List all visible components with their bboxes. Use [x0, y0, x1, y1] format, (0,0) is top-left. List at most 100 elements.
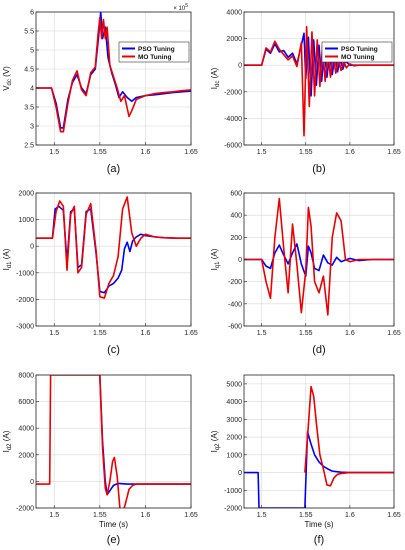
y-tick-label: 5 — [30, 48, 34, 55]
y-tick-label: 600 — [230, 191, 242, 198]
y-tick-label: 4 — [30, 86, 34, 93]
x-tick-label: 1.65 — [184, 330, 198, 337]
y-tick-label: 2000 — [18, 452, 34, 459]
y-axis-label: Vdc (V) — [2, 66, 13, 91]
y-tick-label: 200 — [230, 235, 242, 242]
x-tick-label: 1.5 — [49, 330, 59, 337]
legend-label: MO Tuning — [138, 54, 171, 61]
y-tick-label: 0 — [238, 63, 242, 70]
y-tick-label: -6000 — [224, 143, 242, 150]
x-tick-label: 1.6 — [141, 149, 151, 156]
panel-caption: (b) — [312, 163, 325, 175]
chart-panel-d: -600 -400 -200 0 200 400 600 1.5 1.55 1.6 1.65 Iq1 … — [210, 191, 401, 357]
x-tick-label: 1.65 — [387, 512, 401, 519]
plot-area — [36, 193, 191, 326]
x-tick-label: 1.6 — [141, 330, 151, 337]
y-tick-label: 5000 — [226, 381, 242, 388]
series-line-mo — [36, 16, 191, 133]
panel-caption: (a) — [107, 163, 120, 175]
series-line-mo — [304, 385, 394, 487]
y-tick-label: 4000 — [226, 399, 242, 406]
series-line-pso — [244, 32, 394, 97]
series-line-mo — [36, 375, 191, 508]
axis-frame — [35, 192, 192, 327]
y-tick-label: -4000 — [224, 116, 242, 123]
y-tick-label: 6 — [30, 10, 34, 17]
y-tick-label: 4000 — [226, 10, 242, 17]
series-line-pso — [244, 430, 394, 508]
y-tick-label: 2000 — [18, 191, 34, 198]
y-tick-label: 0 — [238, 257, 242, 264]
y-tick-label: 2000 — [226, 36, 242, 43]
y-tick-label: 4.5 — [24, 67, 34, 74]
y-axis-label: Id2 (A) — [2, 430, 13, 452]
panel-caption: (e) — [107, 534, 120, 546]
y-tick-label: -3000 — [16, 324, 34, 331]
x-tick-label: 1.55 — [299, 330, 313, 337]
y-tick-label: -200 — [228, 279, 242, 286]
panel-caption: (f) — [314, 534, 324, 546]
x-tick-label: 1.55 — [299, 149, 313, 156]
y-tick-label: -400 — [228, 301, 242, 308]
y-tick-label: 4000 — [18, 426, 34, 433]
legend-label: MO Tuning — [341, 54, 374, 61]
x-tick-label: 1.5 — [49, 512, 59, 519]
legend-label: PSO Tuning — [341, 46, 378, 53]
y-tick-label: 0 — [30, 479, 34, 486]
chart-panel-e: -2000 0 2000 4000 6000 8000 1.5 1.55 1.6 1.65 Id2 … — [2, 373, 198, 547]
chart-panel-a: 2.5 3 3.5 4 4.5 5 5.5 6 1.5 1.55 1.6 1.65 Vdc (V) × 1… — [2, 3, 198, 175]
y-axis-label: Iq2 (A) — [210, 430, 221, 452]
x-tick-label: 1.65 — [387, 330, 401, 337]
legend-box — [118, 41, 190, 63]
chart-panel-b: -6000 -4000 -2000 0 2000 4000 1.5 1.55 1.6 1.65 Id… — [210, 10, 401, 176]
y-tick-label: 3000 — [226, 417, 242, 424]
x-axis-label: Time (s) — [304, 520, 333, 529]
y-tick-label: -2000 — [224, 89, 242, 96]
y-tick-label: -2000 — [16, 506, 34, 513]
axis-frame — [243, 374, 395, 509]
x-tick-label: 1.6 — [345, 149, 355, 156]
y-tick-label: 2000 — [226, 435, 242, 442]
y-tick-label: -2000 — [16, 297, 34, 304]
y-tick-label: 1000 — [18, 217, 34, 224]
plot-area — [36, 375, 191, 508]
y-tick-label: -2000 — [224, 506, 242, 513]
x-tick-label: 1.55 — [299, 512, 313, 519]
x-tick-label: 1.6 — [345, 330, 355, 337]
y-tick-label: 2.5 — [24, 143, 34, 150]
axis-frame — [35, 11, 192, 146]
y-tick-label: 8000 — [18, 373, 34, 380]
x-tick-label: 1.55 — [93, 330, 107, 337]
x-tick-label: 1.65 — [184, 149, 198, 156]
axis-frame — [243, 11, 395, 146]
y-axis-label: Iq1 (A) — [210, 248, 221, 270]
y-axis-label: Id1 (A) — [2, 248, 13, 270]
legend-label: PSO Tuning — [138, 46, 175, 53]
series-line-mo — [244, 25, 394, 137]
x-tick-label: 1.65 — [184, 512, 198, 519]
x-tick-label: 1.5 — [257, 149, 267, 156]
x-tick-label: 1.55 — [93, 149, 107, 156]
y-axis-label: Idc (A) — [210, 67, 221, 89]
y-tick-label: -1000 — [224, 488, 242, 495]
y-tick-label: -1000 — [16, 270, 34, 277]
y-tick-label: 400 — [230, 213, 242, 220]
series-line-pso — [244, 243, 394, 277]
series-line-mo — [244, 197, 394, 316]
y-tick-label: 3 — [30, 124, 34, 131]
x-tick-label: 1.6 — [345, 512, 355, 519]
legend-box — [321, 41, 393, 63]
x-tick-label: 1.5 — [49, 149, 59, 156]
x-tick-label: 1.5 — [257, 330, 267, 337]
y-tick-label: 6000 — [18, 399, 34, 406]
y-tick-label: 3.5 — [24, 105, 34, 112]
y-tick-label: 0 — [30, 244, 34, 251]
y-tick-label: 0 — [238, 470, 242, 477]
x-tick-label: 1.65 — [387, 149, 401, 156]
x-tick-label: 1.6 — [141, 512, 151, 519]
axis-exponent: × 105 — [173, 3, 188, 12]
x-tick-label: 1.5 — [257, 512, 267, 519]
axis-frame — [35, 374, 192, 509]
y-tick-label: 1000 — [226, 452, 242, 459]
